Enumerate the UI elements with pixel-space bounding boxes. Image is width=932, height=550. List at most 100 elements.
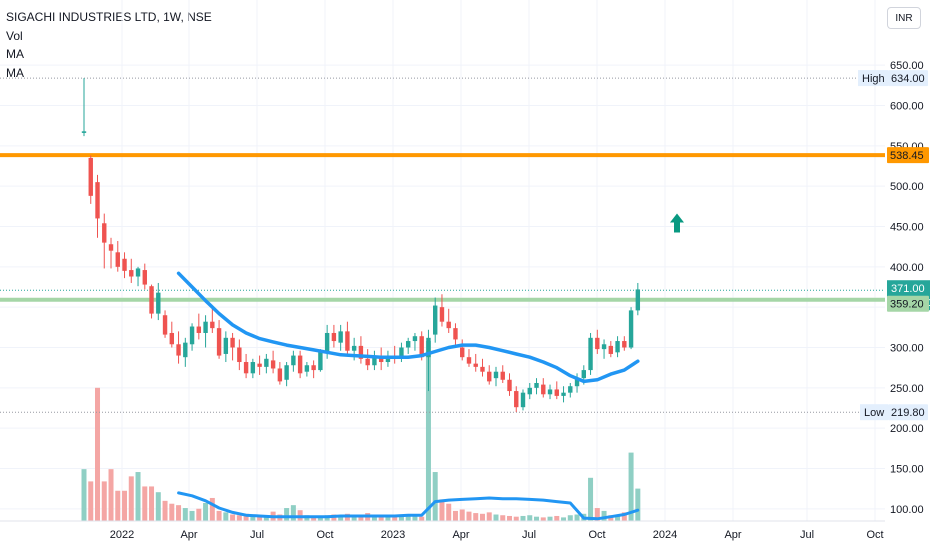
candle-body: [95, 182, 100, 219]
volume-bar: [223, 512, 229, 521]
volume-bar: [621, 512, 627, 521]
candle-body: [216, 328, 222, 356]
candle-body: [601, 344, 607, 350]
candle-body: [331, 332, 337, 342]
candle-body: [399, 347, 404, 359]
high-tag-value-bg: [888, 70, 928, 87]
candle-body: [183, 342, 188, 358]
candle-body: [439, 307, 445, 322]
candle-body: [122, 258, 127, 271]
volume-bar: [459, 509, 465, 521]
candle-body: [203, 321, 208, 333]
volume-bar: [122, 490, 128, 521]
volume-bar: [203, 503, 209, 521]
volume-bar: [432, 472, 438, 521]
x-tick-label: Jul: [250, 529, 264, 541]
volume-bar: [115, 490, 121, 521]
candle-body: [433, 305, 438, 335]
volume-bar: [108, 469, 114, 521]
y-tick-label: 500.00: [890, 181, 924, 193]
ma-line-volume: [177, 491, 640, 521]
x-tick-label: 2023: [381, 529, 405, 541]
volume-bar: [128, 476, 134, 521]
volume-bar: [196, 508, 202, 521]
volume-bar: [486, 512, 492, 521]
low-tag-label: Low: [864, 407, 884, 419]
y-tick-label: 250.00: [890, 383, 924, 395]
volume-bar: [493, 514, 499, 521]
y-tick-label: 600.00: [890, 101, 924, 113]
volume-bar: [507, 515, 513, 521]
y-tick-label: 200.00: [890, 423, 924, 435]
candle-body: [270, 360, 276, 369]
candle-body: [358, 345, 364, 359]
candle-body: [574, 378, 580, 387]
x-tick-label: 2024: [653, 529, 677, 541]
chart-legend: SIGACHI INDUSTRIES LTD, 1W, NSE Vol MA M…: [6, 8, 212, 82]
x-tick-label: Apr: [724, 529, 741, 541]
candle-body: [419, 336, 424, 358]
indicator-ma-2[interactable]: MA: [6, 65, 24, 80]
candle-body: [108, 244, 114, 251]
x-tick-label: Apr: [180, 529, 197, 541]
high-tag-bg: [858, 70, 888, 87]
low-tag-value-bg: [888, 404, 928, 421]
indicator-ma-1[interactable]: MA: [6, 47, 24, 61]
volume-bar: [588, 477, 594, 521]
candle-body: [622, 341, 627, 348]
candle-body: [547, 389, 553, 395]
candle-body: [473, 363, 478, 367]
candle-body: [561, 392, 566, 396]
candle-body: [284, 365, 289, 380]
volume-bar: [209, 497, 215, 521]
volume-bar: [601, 510, 607, 521]
volume-bar: [567, 515, 573, 521]
volume-bar: [101, 481, 107, 521]
volume-bar: [479, 513, 485, 521]
volume-bar: [473, 513, 479, 521]
volume-bar: [189, 510, 195, 521]
candle-body: [446, 321, 451, 329]
volume-bar: [547, 516, 553, 521]
volume-bar: [628, 452, 634, 521]
resistance-tag-bg: [887, 147, 929, 164]
candle-body: [541, 384, 546, 395]
resistance-tag: 538.45: [890, 150, 924, 162]
candle-body: [304, 365, 310, 372]
volume-bar: [338, 515, 344, 521]
candle-body: [324, 332, 330, 353]
candle-body: [581, 370, 586, 379]
x-tick-label: Oct: [866, 529, 883, 541]
candle-body: [115, 252, 120, 267]
candle-body: [635, 289, 641, 311]
candle-body: [311, 365, 316, 371]
x-tick-label: Apr: [452, 529, 469, 541]
candle-body: [277, 368, 283, 382]
candle-body: [81, 131, 87, 133]
y-tick-label: 650.00: [890, 60, 924, 72]
indicator-vol[interactable]: Vol: [6, 28, 23, 43]
candle-body: [372, 355, 377, 366]
candle-body: [129, 270, 134, 277]
volume-bar: [135, 472, 141, 521]
support-tag-bg: [887, 295, 929, 312]
currency-button[interactable]: INR: [887, 7, 921, 29]
volume-bar: [425, 341, 431, 521]
candle-body: [291, 355, 296, 366]
x-tick-label: Jul: [522, 529, 536, 541]
candle-body: [493, 371, 499, 379]
candle-body: [318, 352, 323, 371]
y-tick-label: 300.00: [890, 343, 924, 355]
volume-bar: [412, 514, 418, 521]
volume-bar: [236, 515, 242, 521]
volume-bar: [500, 515, 506, 521]
volume-bar: [284, 508, 290, 521]
candle-body: [351, 345, 357, 351]
candle-body: [88, 157, 93, 196]
candle-body: [237, 347, 242, 363]
y-tick-label: 400.00: [890, 262, 924, 274]
symbol-title: SIGACHI INDUSTRIES LTD, 1W, NSE: [6, 10, 212, 24]
candle-body: [297, 355, 303, 374]
volume-bar: [371, 516, 377, 521]
